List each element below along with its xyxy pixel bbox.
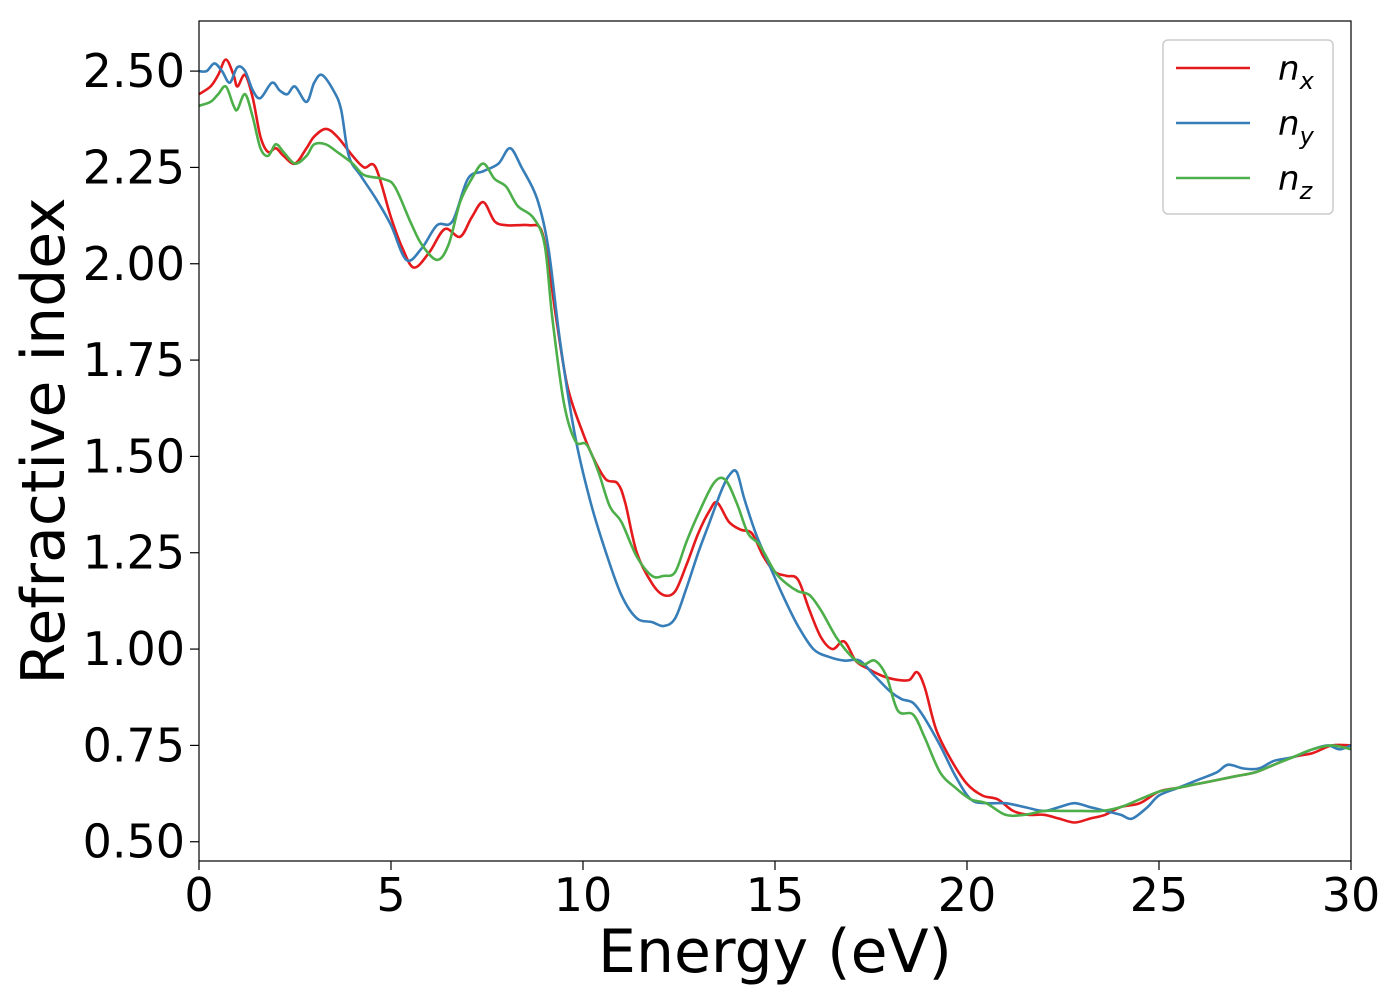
y-axis-label: Refractive index	[9, 197, 79, 684]
series-line-n-y	[199, 62, 1351, 821]
legend-label-subscript: z	[1299, 177, 1314, 205]
y-tick-label: 2.25	[83, 140, 185, 194]
x-tick-label: 5	[376, 868, 405, 922]
y-tick-label: 1.00	[83, 622, 185, 676]
legend-label-n-x: nx	[1278, 49, 1315, 95]
legend-label-main: n	[1278, 104, 1300, 144]
y-tick-label: 2.50	[83, 44, 185, 98]
y-tick-label: 2.00	[83, 237, 185, 291]
legend-label-subscript: y	[1299, 122, 1315, 150]
y-tick-label: 1.50	[83, 429, 185, 483]
x-tick-label: 25	[1130, 868, 1189, 922]
y-tick-label: 1.75	[83, 333, 185, 387]
series-lines	[199, 58, 1351, 824]
y-tick-label: 0.75	[83, 718, 185, 772]
legend-label-n-z: nz	[1278, 159, 1314, 205]
x-axis-ticks: 0 5 10 15 20 25 30	[184, 861, 1380, 922]
legend-box	[1162, 39, 1334, 215]
x-axis-label: Energy (eV)	[598, 917, 952, 987]
legend-label-main: n	[1278, 159, 1300, 199]
series-line-n-z	[199, 84, 1351, 818]
x-tick-label: 0	[184, 868, 213, 922]
y-tick-label: 1.25	[83, 526, 185, 580]
legend-label-n-y: ny	[1278, 104, 1315, 150]
legend-label-subscript: x	[1299, 67, 1315, 95]
x-tick-label: 10	[554, 868, 613, 922]
series-line-n-x	[199, 58, 1351, 824]
y-tick-label: 0.50	[83, 815, 185, 869]
x-tick-label: 15	[746, 868, 805, 922]
legend-label-main: n	[1278, 49, 1300, 89]
x-tick-label: 20	[938, 868, 997, 922]
y-axis-ticks: 0.50 0.75 1.00 1.25 1.50 1.75 2.00 2.25 2.50	[83, 44, 199, 869]
x-tick-label: 30	[1322, 868, 1381, 922]
